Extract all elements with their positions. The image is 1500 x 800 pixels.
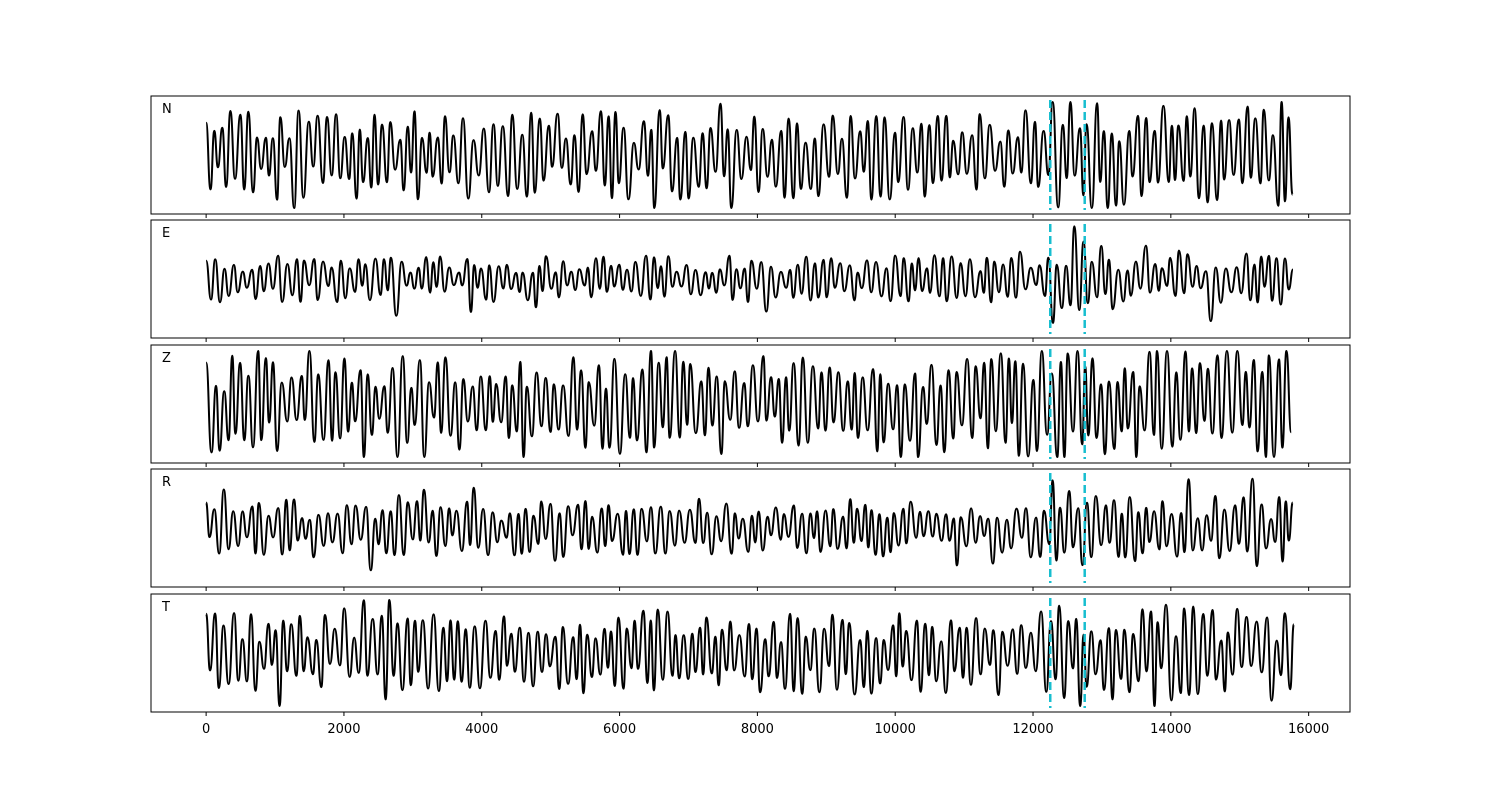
panel-frame: [150, 468, 1351, 588]
panel-frame: [150, 219, 1351, 339]
x-tick-label: 14000: [1150, 722, 1191, 737]
panel-r: R: [150, 468, 1351, 591]
x-tick-label: 4000: [465, 722, 498, 737]
panel-z: Z: [150, 344, 1351, 467]
panel-frame: [150, 344, 1351, 464]
panel-frame: [150, 95, 1351, 215]
trace-t: [205, 599, 1295, 707]
panel-label: R: [162, 475, 171, 490]
panel-e: E: [150, 219, 1351, 342]
panel-t: T: [150, 593, 1351, 716]
x-tick-label: 16000: [1288, 722, 1329, 737]
trace-n: [205, 101, 1294, 209]
x-axis: 0 2000 4000 6000 8000 10000 12000 14000 16000: [202, 722, 1329, 737]
trace-e: [205, 225, 1294, 324]
panel-label: T: [161, 600, 170, 615]
panel-label: E: [162, 226, 170, 241]
x-tick-label: 6000: [603, 722, 636, 737]
panels-layer: N E Z R T: [150, 95, 1351, 716]
x-tick-label: 10000: [875, 722, 916, 737]
x-tick-label: 12000: [1012, 722, 1053, 737]
trace-r: [205, 477, 1294, 572]
panel-label: Z: [162, 351, 171, 366]
trace-z: [205, 350, 1293, 458]
panel-frame: [150, 593, 1351, 713]
panel-n: N: [150, 95, 1351, 218]
panel-label: N: [162, 102, 172, 117]
x-tick-label: 8000: [741, 722, 774, 737]
x-tick-label: 2000: [327, 722, 360, 737]
x-tick-label: 0: [202, 722, 210, 737]
